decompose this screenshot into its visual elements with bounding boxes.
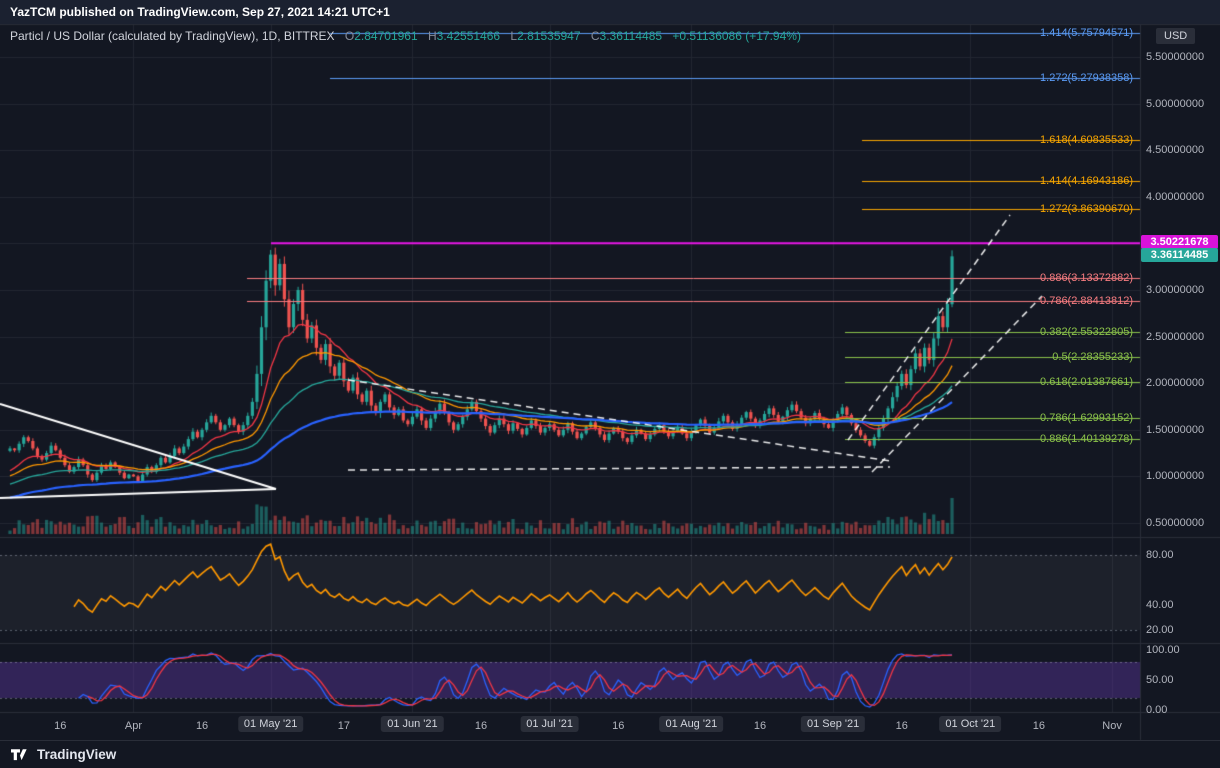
symbol-title[interactable]: Particl / US Dollar (calculated by Tradi… bbox=[10, 29, 335, 43]
publish-text: YazTCM published on TradingView.com, Sep… bbox=[10, 5, 390, 19]
close-label: C bbox=[590, 29, 600, 43]
footer-bar: TradingView bbox=[0, 740, 1220, 768]
change-value: +0.51136086 (+17.94%) bbox=[672, 29, 801, 43]
chart-header: Particl / US Dollar (calculated by Tradi… bbox=[10, 29, 801, 43]
low-value: 2.81535947 bbox=[517, 29, 581, 43]
tradingview-brand-text[interactable]: TradingView bbox=[37, 747, 117, 762]
high-value: 3.42551466 bbox=[436, 29, 501, 43]
close-value: 3.36114485 bbox=[599, 29, 663, 43]
currency-badge[interactable]: USD bbox=[1156, 28, 1196, 44]
publish-bar: YazTCM published on TradingView.com, Sep… bbox=[0, 0, 1220, 24]
high-label: H bbox=[428, 29, 437, 43]
low-label: L bbox=[510, 29, 518, 43]
open-label: O bbox=[344, 29, 355, 43]
tradingview-logo-icon[interactable] bbox=[10, 746, 29, 763]
open-value: 2.84701961 bbox=[354, 29, 418, 43]
